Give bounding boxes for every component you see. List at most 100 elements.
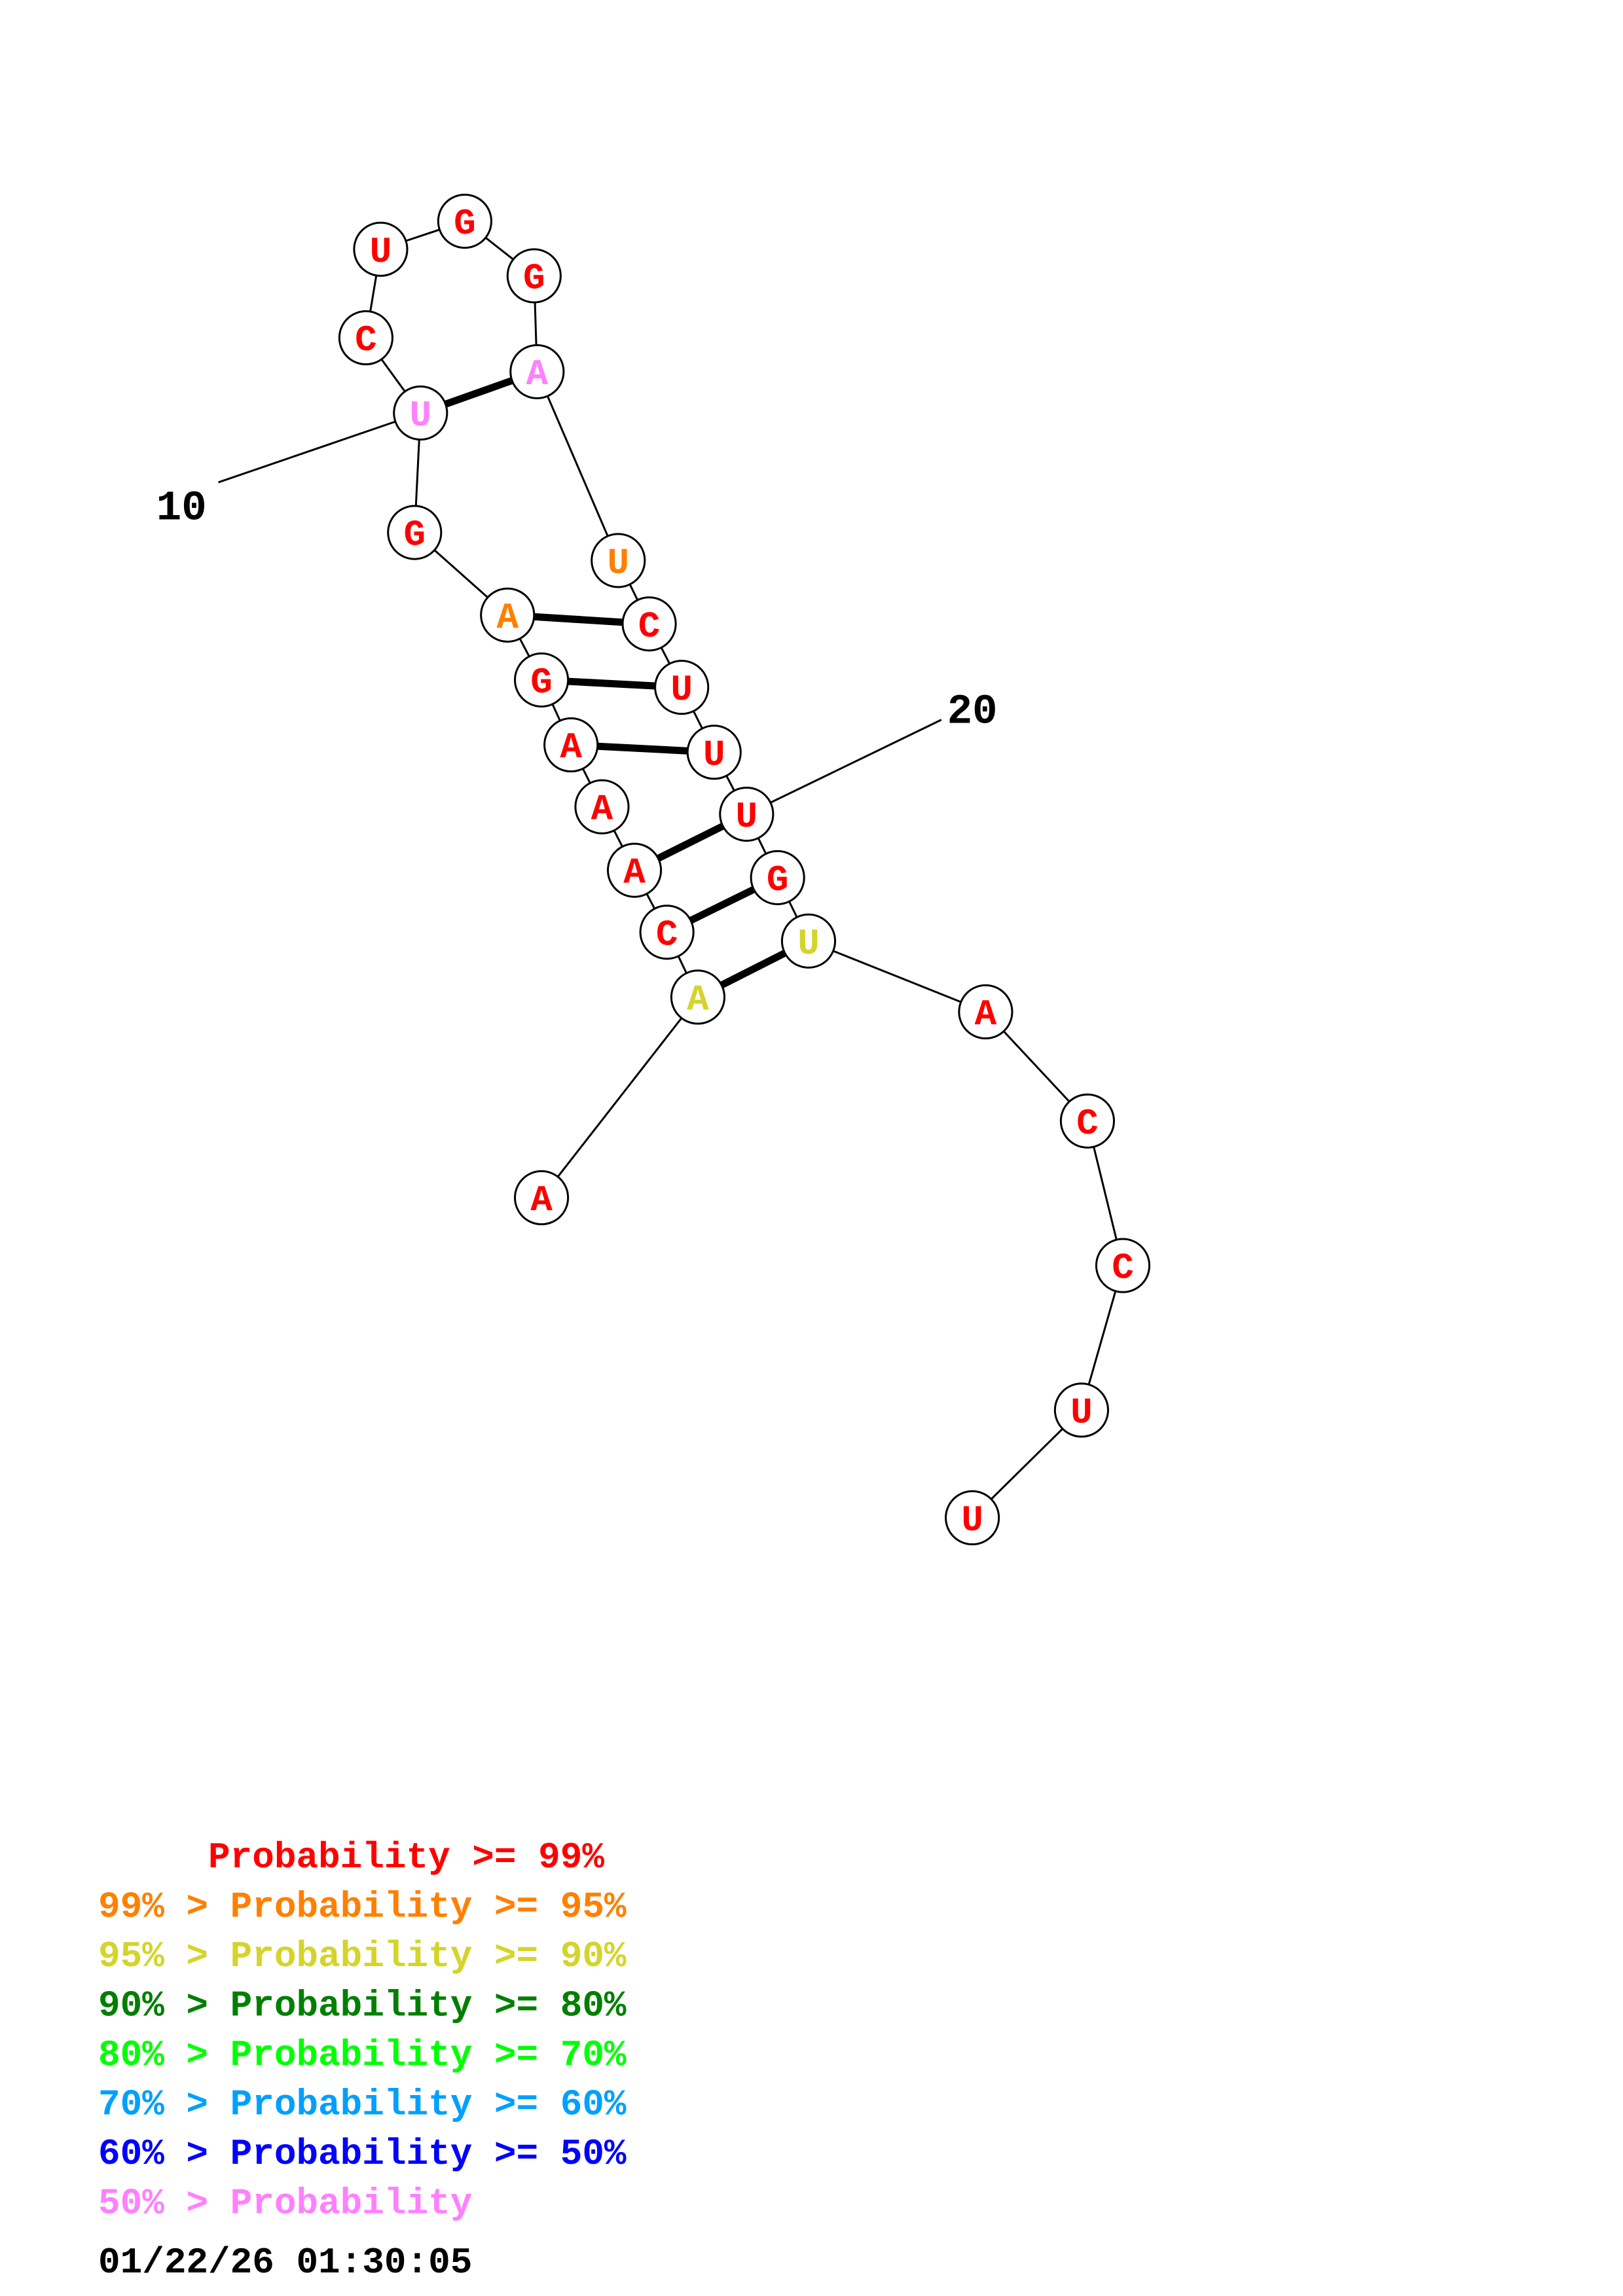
nucleotide-circle <box>780 913 837 969</box>
nucleotide-circle <box>621 596 677 652</box>
nucleotide: G <box>750 850 805 905</box>
nucleotide-circle <box>606 842 663 898</box>
backbone-link <box>536 371 619 561</box>
nucleotide-letter: A <box>623 852 646 894</box>
nucleotide: U <box>654 660 710 715</box>
nucleotide-circle <box>574 779 630 834</box>
nucleotide-letter: U <box>1070 1391 1093 1433</box>
nucleotide: U <box>945 1490 1000 1546</box>
nucleotide-circle <box>945 1490 1000 1546</box>
nucleotide: U <box>1053 1382 1109 1438</box>
nucleotide-circle <box>670 969 726 1025</box>
nucleotide-letter: A <box>496 597 519 639</box>
nucleotide: U <box>393 385 448 441</box>
nucleotide-letter: G <box>454 203 476 245</box>
nucleotide-circle <box>506 248 562 304</box>
nucleotide-letter: A <box>526 353 549 395</box>
nucleotide: G <box>437 193 492 249</box>
backbone-link <box>808 940 986 1013</box>
nucleotide-letter: G <box>523 257 545 299</box>
nucleotide: A <box>514 1170 570 1226</box>
nucleotide-circle <box>437 193 492 249</box>
nucleotide: C <box>1059 1093 1115 1149</box>
nucleotide-letter: A <box>530 1179 553 1221</box>
nucleotide: C <box>338 310 393 366</box>
nucleotide-letter: A <box>975 994 997 1035</box>
nucleotide: U <box>780 913 837 969</box>
legend-entry: 90% > Probability >= 80% <box>98 1985 627 2027</box>
nucleotide: A <box>574 779 630 834</box>
nucleotide: A <box>606 842 663 898</box>
timestamp: 01/22/26 01:30:05 <box>98 2242 472 2284</box>
legend-entry: 95% > Probability >= 90% <box>98 1935 627 1977</box>
nucleotide-circle <box>1095 1238 1151 1293</box>
nucleotide-circle <box>393 385 448 441</box>
nucleotide-letter: U <box>736 796 758 838</box>
nucleotide-circle <box>480 587 536 643</box>
nucleotide-letter: U <box>670 669 693 711</box>
backbone-link <box>540 996 699 1198</box>
nucleotide: A <box>543 717 599 773</box>
nucleotide: A <box>670 969 726 1025</box>
nucleotide-letter: G <box>767 859 789 901</box>
nucleotide-circle <box>1053 1382 1109 1438</box>
nucleotide: A <box>509 344 565 399</box>
nucleotide: U <box>591 533 646 588</box>
position-label: 20 <box>947 689 998 736</box>
nucleotide-circle <box>958 984 1013 1040</box>
nucleotide: U <box>719 786 775 842</box>
nucleotide-circle <box>353 221 409 277</box>
position-label-layer: 10 20 <box>156 412 998 816</box>
nucleotide-circle <box>639 905 695 960</box>
nucleotide-letter: A <box>560 726 582 768</box>
nucleotide: C <box>1095 1238 1151 1293</box>
nucleotide-letter: U <box>797 923 820 965</box>
nucleotide-circle <box>750 850 805 905</box>
nucleotide-circle <box>686 725 742 780</box>
nucleotide: G <box>514 652 570 708</box>
nucleotide: G <box>387 505 443 560</box>
nucleotide-letter: G <box>403 514 426 556</box>
nucleotide-letter: U <box>409 395 431 437</box>
nucleotide-circle <box>654 660 710 715</box>
nucleotide-letter: C <box>355 319 377 361</box>
nucleotide: C <box>639 905 695 960</box>
position-label-leader <box>746 719 942 816</box>
nucleotide: U <box>686 725 742 780</box>
legend-entry: 60% > Probability >= 50% <box>98 2133 627 2175</box>
nucleotide-letter: A <box>687 978 709 1020</box>
nucleotide: C <box>621 596 677 652</box>
nucleotide-letter: U <box>961 1499 983 1541</box>
legend-entry: 99% > Probability >= 95% <box>98 1886 627 1928</box>
nucleotide-letter: U <box>607 542 629 584</box>
nucleotide-letter: A <box>591 789 613 831</box>
nucleotide-letter: C <box>1112 1247 1134 1289</box>
position-label: 10 <box>156 485 207 532</box>
nucleotide-circle <box>514 652 570 708</box>
nucleotide: G <box>506 248 562 304</box>
nucleotide-letter: U <box>703 734 725 776</box>
nucleotide-circle <box>387 505 443 560</box>
nucleotide-circle <box>591 533 646 588</box>
nucleotide: A <box>958 984 1013 1040</box>
legend-entry: 80% > Probability >= 70% <box>98 2034 627 2076</box>
nucleotide-letter: C <box>1076 1103 1099 1145</box>
position-label-leader <box>218 412 421 484</box>
nucleotide-circle <box>514 1170 570 1226</box>
nucleotide-letter: C <box>656 914 678 956</box>
nucleotide: U <box>353 221 409 277</box>
nucleotide-circle <box>338 310 393 366</box>
nucleotide-letter: G <box>530 662 553 704</box>
legend-lines: Probability >= 99% 99% > Probability >= 9… <box>98 1837 627 2225</box>
nucleotide-circle <box>719 786 775 842</box>
legend-entry: Probability >= 99% <box>98 1837 604 1878</box>
nucleotide-circle <box>543 717 599 773</box>
nucleotide-letter: C <box>638 605 661 647</box>
nucleotide-circle <box>509 344 565 399</box>
nucleotide: A <box>480 587 536 643</box>
nucleotide-circle <box>1059 1093 1115 1149</box>
legend-entry: 50% > Probability <box>98 2183 472 2225</box>
